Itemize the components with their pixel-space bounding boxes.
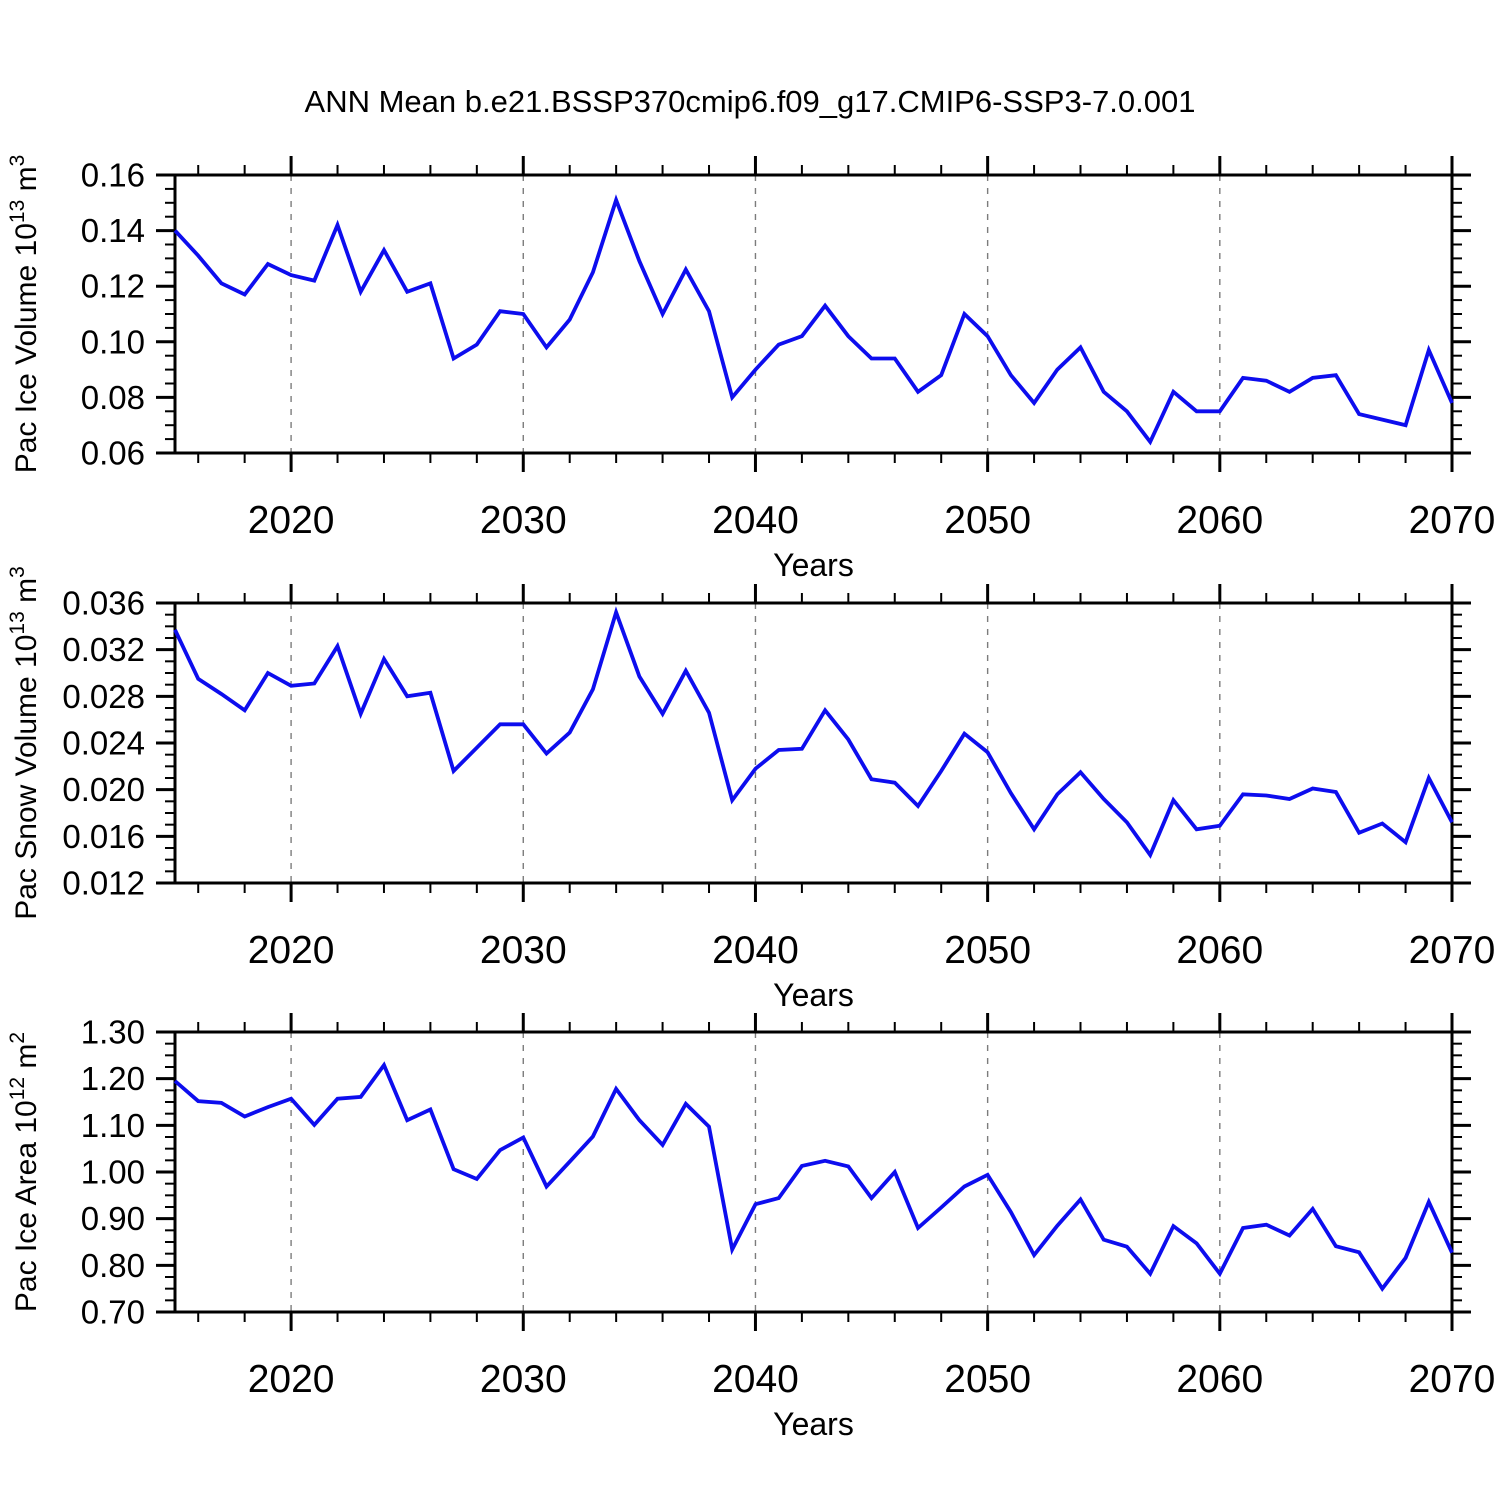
y-axis-title-text: Pac Snow Volume 10	[10, 635, 43, 920]
y-tick-label: 0.028	[62, 678, 145, 715]
y-tick-label: 0.16	[81, 157, 145, 194]
y-axis-title-superscript: 13	[6, 611, 29, 634]
y-axis-title-text: Pac Ice Area 10	[10, 1100, 43, 1312]
x-axis-title: Years	[773, 547, 854, 583]
x-tick-label: 2050	[944, 499, 1031, 542]
figure-title: ANN Mean b.e21.BSSP370cmip6.f09_g17.CMIP…	[304, 84, 1196, 119]
y-tick-label: 0.80	[81, 1247, 145, 1284]
x-tick-label: 2050	[944, 1358, 1031, 1401]
y-axis-title-text: m	[10, 1044, 43, 1077]
x-tick-label: 2030	[480, 499, 567, 542]
chart-pac-ice-area: 1.30 1.20 1.10 1.00 0.90 0.80 0.70 2020 2030 2040…	[6, 1013, 1495, 1442]
y-tick-label: 1.30	[81, 1014, 145, 1051]
chart-pac-snow-volume: 0.036 0.032 0.028 0.024 0.020 0.016 0.012 2020 2…	[6, 566, 1495, 1013]
y-tick-label: 0.10	[81, 323, 145, 360]
y-tick-label: 1.00	[81, 1154, 145, 1191]
y-tick-label: 0.12	[81, 268, 145, 305]
data-line-pac-ice-area	[173, 1061, 1454, 1293]
x-tick-label: 2030	[480, 929, 567, 972]
x-tick-label: 2020	[248, 929, 335, 972]
y-tick-label: 0.020	[62, 771, 145, 808]
x-tick-label: 2040	[712, 499, 799, 542]
plot-border	[173, 173, 1454, 455]
x-axis-title: Years	[773, 1406, 854, 1442]
y-tick-label: 0.06	[81, 435, 145, 472]
x-tick-label: 2060	[1176, 929, 1263, 972]
x-tick-label: 2070	[1409, 499, 1496, 542]
y-axis-title-text: m	[10, 578, 43, 611]
y-axis-title: Pac Ice Volume 1013 m3	[6, 155, 43, 474]
y-tick-label: 0.70	[81, 1294, 145, 1331]
y-tick-label: 0.032	[62, 631, 145, 668]
y-tick-label: 0.016	[62, 818, 145, 855]
x-tick-label: 2040	[712, 1358, 799, 1401]
y-tick-label: 0.08	[81, 379, 145, 416]
x-tick-label: 2020	[248, 499, 335, 542]
x-tick-label: 2040	[712, 929, 799, 972]
x-tick-label: 2030	[480, 1358, 567, 1401]
y-axis-title-superscript: 13	[6, 200, 29, 223]
y-axis-title-text: m	[10, 166, 43, 199]
y-tick-label: 0.036	[62, 585, 145, 622]
y-tick-label: 1.10	[81, 1107, 145, 1144]
y-tick-label: 0.90	[81, 1200, 145, 1237]
y-tick-label: 0.024	[62, 725, 145, 762]
y-axis-title-superscript: 2	[6, 1032, 29, 1044]
y-axis-title: Pac Snow Volume 1013 m3	[6, 566, 43, 920]
y-tick-label: 0.14	[81, 212, 145, 249]
plot-border	[173, 1030, 1454, 1314]
x-tick-label: 2070	[1409, 1358, 1496, 1401]
x-tick-label: 2060	[1176, 1358, 1263, 1401]
data-line-pac-snow-volume	[173, 606, 1454, 859]
x-axis-title: Years	[773, 977, 854, 1013]
x-tick-label: 2070	[1409, 929, 1496, 972]
x-tick-label: 2020	[248, 1358, 335, 1401]
x-tick-label: 2060	[1176, 499, 1263, 542]
x-tick-label: 2050	[944, 929, 1031, 972]
y-axis-title-superscript: 3	[6, 566, 29, 578]
y-tick-label: 1.20	[81, 1060, 145, 1097]
chart-pac-ice-volume: 0.16 0.14 0.12 0.10 0.08 0.06 2020 2030 2040 2050…	[6, 155, 1495, 583]
y-tick-label: 0.012	[62, 865, 145, 902]
y-axis-title-superscript: 3	[6, 155, 29, 167]
y-axis-title: Pac Ice Area 1012 m2	[6, 1032, 43, 1312]
plot-border	[173, 601, 1454, 885]
data-line-pac-ice-volume	[173, 194, 1454, 446]
y-axis-title-superscript: 12	[6, 1077, 29, 1100]
y-axis-title-text: Pac Ice Volume 10	[10, 223, 43, 473]
